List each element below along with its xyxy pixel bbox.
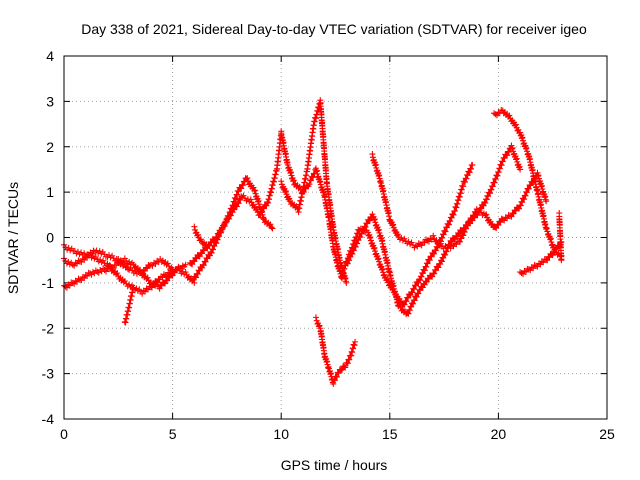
data-point-markers [191, 223, 211, 250]
data-point-markers [278, 97, 350, 286]
data-point-markers [191, 175, 276, 281]
y-tick-label: 0 [46, 230, 54, 246]
y-axis-ticks: -4 -3 -2 -1 0 1 2 3 4 [42, 48, 607, 427]
data-point-markers [556, 210, 565, 264]
series-track-o [517, 239, 565, 278]
series-track-h [278, 128, 346, 282]
y-tick-label: -4 [42, 411, 55, 427]
data-point-markers [61, 251, 198, 297]
x-tick-label: 25 [599, 426, 615, 442]
data-point-markers [121, 284, 137, 326]
series-track-j [312, 314, 359, 387]
x-axis-label: GPS time / hours [281, 457, 388, 473]
data-point-markers [312, 314, 359, 387]
x-tick-label: 5 [169, 426, 177, 442]
y-tick-label: 2 [46, 139, 54, 155]
x-tick-label: 15 [382, 426, 398, 442]
y-tick-label: -3 [42, 366, 55, 382]
series-track-d [121, 284, 137, 326]
y-tick-label: 1 [46, 184, 54, 200]
y-tick-label: 4 [46, 48, 54, 64]
series-track-n [491, 107, 565, 259]
y-tick-label: -2 [42, 320, 55, 336]
plot-frame [63, 55, 608, 420]
series-track-a [61, 251, 198, 297]
x-tick-label: 20 [491, 426, 507, 442]
series-track-g [191, 223, 211, 250]
grid-lines [64, 56, 607, 419]
data-point-markers [491, 107, 565, 259]
series-track-p [556, 210, 565, 264]
series-track-l [343, 142, 524, 318]
chart-title: Day 338 of 2021, Sidereal Day-to-day VTE… [81, 21, 587, 37]
data-points [61, 97, 565, 387]
y-tick-label: 3 [46, 93, 54, 109]
series-track-i [278, 97, 350, 286]
series-track-f [191, 175, 276, 281]
y-axis-label: SDTVAR / TECUs [5, 182, 21, 294]
data-point-markers [343, 142, 524, 318]
x-tick-label: 10 [273, 426, 289, 442]
x-tick-label: 0 [60, 426, 68, 442]
data-point-markers [517, 239, 565, 278]
data-point-markers [278, 128, 346, 282]
y-tick-label: -1 [42, 275, 55, 291]
